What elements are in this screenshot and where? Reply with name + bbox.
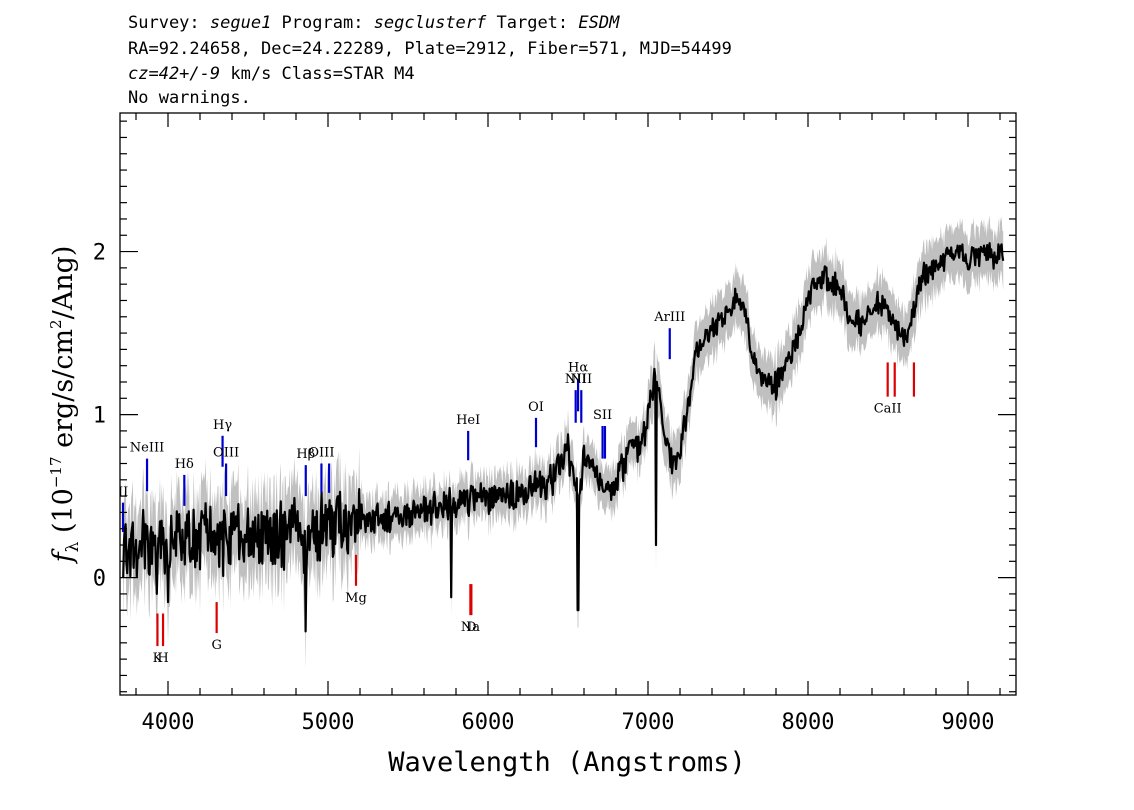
- x-tick-label: 6000: [462, 710, 515, 735]
- spectral-line-label: Hγ: [213, 418, 232, 433]
- x-tick-label: 8000: [782, 710, 835, 735]
- spectral-line-label: H: [157, 651, 168, 666]
- y-tick-label: 2: [93, 241, 106, 266]
- spectral-line-label: OIII: [308, 446, 334, 461]
- spectral-line-label: CaII: [874, 402, 902, 417]
- y-axis-title-part: (10: [48, 488, 79, 541]
- spectral-line-label: NII: [570, 372, 592, 387]
- header-redshift-part: cz=42+/-9: [128, 64, 220, 84]
- x-axis-title: Wavelength (Angstroms): [388, 747, 746, 778]
- y-axis-ticks: 0 1 2: [93, 120, 1016, 693]
- y-axis-title-part: 2: [47, 319, 65, 329]
- spectral-line-label: SII: [593, 408, 612, 423]
- plot-frame: [119, 112, 1017, 696]
- spectral-line-label: NeIII: [130, 441, 164, 456]
- spectral-line-label: D: [466, 620, 476, 635]
- y-axis-title-part: erg/s/cm: [48, 329, 79, 457]
- header-survey-part: Program:: [271, 13, 373, 33]
- y-axis-title-part: λ: [63, 541, 83, 552]
- y-tick-label: 1: [93, 404, 106, 429]
- spectral-line-label: Mg: [345, 591, 367, 606]
- x-tick-label: 4000: [142, 710, 195, 735]
- spectral-line-label: HeI: [456, 413, 480, 428]
- x-tick-label: 5000: [302, 710, 355, 735]
- spectral-line-label: NII: [565, 372, 587, 387]
- header-redshift-class-line: cz=42+/-9 km/s Class=STAR M4: [128, 64, 415, 84]
- plot-header: Survey: segue1 Program: segclusterf Targ…: [128, 13, 732, 108]
- spectral-line-label: Hα: [568, 361, 588, 376]
- header-survey-line: Survey: segue1 Program: segclusterf Targ…: [128, 13, 620, 33]
- spectral-line-label: OIII: [213, 446, 239, 461]
- x-tick-label: 7000: [622, 710, 675, 735]
- spectral-line-label: Hδ: [175, 457, 194, 472]
- y-tick-label: 0: [93, 567, 106, 592]
- header-survey-part: segue1: [210, 13, 271, 33]
- spectral-line-label: Na: [461, 620, 480, 635]
- x-tick-label: 9000: [942, 710, 995, 735]
- header-coordinates-line: RA=92.24658, Dec=24.22289, Plate=2912, F…: [128, 39, 732, 59]
- header-redshift-part: km/s Class=STAR M4: [220, 64, 414, 84]
- header-survey-part: segclusterf: [374, 13, 487, 33]
- edge-line-label: II: [118, 485, 128, 500]
- header-warnings-line: No warnings.: [128, 88, 251, 108]
- y-axis-title: fλ (10−17 erg/s/cm2/Ang): [47, 246, 83, 565]
- spectral-line-label: OI: [528, 400, 544, 415]
- flux-line: [122, 242, 1005, 633]
- spectral-line-label: ArIII: [653, 310, 685, 325]
- header-survey-part: Survey:: [128, 13, 210, 33]
- spectral-line-label: G: [211, 638, 221, 653]
- header-survey-part: ESDM: [578, 13, 620, 33]
- x-axis-ticks: 4000 5000 6000 7000 8000 9000: [135, 113, 1001, 735]
- spectral-line-label: K: [153, 651, 163, 666]
- header-survey-part: Target:: [486, 13, 578, 33]
- flux-error-band: [123, 215, 1004, 670]
- spectral-line-label: Hβ: [296, 447, 315, 462]
- y-axis-title-part: −17: [47, 456, 65, 488]
- y-axis-title-part: /Ang): [48, 246, 79, 320]
